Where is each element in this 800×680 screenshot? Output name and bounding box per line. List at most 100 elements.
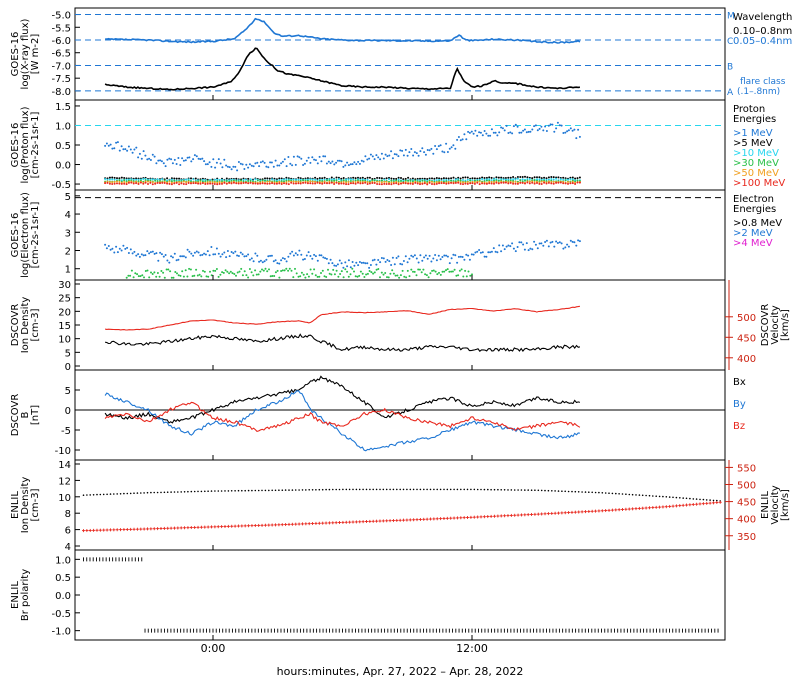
data-point: [365, 273, 368, 276]
data-point: [476, 177, 479, 180]
data-point: [388, 260, 391, 263]
data-point: [327, 160, 330, 163]
data-point: [318, 182, 321, 185]
data-point: [571, 490, 573, 493]
data-point: [457, 255, 460, 258]
data-point: [347, 178, 350, 181]
data-point: [518, 241, 521, 244]
data-point: [146, 158, 149, 161]
data-point: [170, 158, 173, 161]
data-point: [264, 179, 266, 182]
data-point: [330, 180, 333, 182]
data-point: [322, 155, 325, 158]
y-tick-label: -10: [55, 446, 71, 457]
data-point: [308, 489, 311, 491]
data-point: [540, 242, 543, 245]
data-point: [516, 246, 519, 248]
data-point: [323, 176, 326, 179]
data-point: [170, 183, 173, 186]
data-point: [345, 183, 348, 186]
data-point: [536, 178, 538, 181]
data-point: [221, 166, 224, 169]
data-point: [342, 177, 345, 179]
data-point: [512, 182, 515, 185]
data-point: [106, 177, 109, 180]
y-tick-label: -8.0: [51, 87, 71, 98]
data-point: [264, 177, 266, 180]
data-point: [104, 243, 107, 246]
data-point: [527, 249, 530, 252]
data-point: [219, 255, 222, 258]
data-point: [178, 181, 181, 183]
data-point: [547, 178, 550, 181]
data-point: [464, 176, 467, 179]
data-point: [108, 181, 111, 183]
data-point: [212, 158, 215, 161]
data-point: [195, 268, 198, 271]
data-point: [199, 254, 202, 257]
legend-title: Wavelength: [733, 12, 792, 23]
data-point: [462, 179, 464, 181]
data-point: [156, 180, 159, 183]
data-point: [501, 127, 504, 130]
data-point: [562, 182, 565, 185]
data-point: [333, 179, 336, 182]
data-point: [569, 178, 572, 181]
data-point: [182, 255, 185, 258]
data-point: [318, 177, 321, 180]
data-point: [575, 137, 578, 140]
data-point: [413, 270, 416, 273]
data-point: [366, 176, 369, 179]
data-point: [441, 256, 444, 258]
data-point: [326, 179, 328, 182]
data-point: [382, 257, 385, 260]
data-point: [342, 182, 345, 185]
data-point: [514, 182, 517, 185]
data-point: [428, 254, 431, 257]
data-point: [360, 159, 363, 162]
data-point: [234, 490, 236, 492]
data-point: [235, 179, 238, 182]
data-point: [458, 269, 461, 272]
data-point: [333, 264, 336, 267]
data-point: [301, 489, 304, 491]
data-point: [433, 177, 436, 180]
data-point: [278, 179, 281, 182]
data-point: [214, 490, 216, 492]
flare-level-label: B: [727, 62, 733, 72]
data-point: [411, 177, 414, 180]
data-point: [604, 492, 607, 494]
data-point: [144, 254, 147, 257]
data-point: [287, 180, 290, 183]
data-point: [512, 176, 515, 178]
panel-frame: [74, 7, 726, 101]
data-point: [192, 178, 195, 181]
data-point: [507, 182, 510, 185]
data-point: [709, 499, 711, 501]
data-point: [566, 243, 569, 246]
data-point: [390, 150, 393, 153]
data-point: [493, 178, 495, 180]
data-point: [409, 179, 412, 182]
data-point: [298, 489, 300, 491]
data-point: [466, 181, 469, 183]
data-point: [483, 177, 486, 179]
data-point: [311, 178, 314, 181]
data-point: [500, 176, 503, 179]
data-point: [142, 150, 145, 153]
data-point: [416, 182, 419, 185]
data-point: [472, 132, 475, 135]
data-point: [278, 164, 281, 167]
data-point: [342, 179, 345, 182]
data-point: [323, 182, 326, 184]
y-axis-label-line: Ion Density: [20, 297, 31, 354]
series--0-8-mev-floor: [125, 267, 473, 279]
y-axis-label: GOES-16 log(Electron flux) [cm-2s-1sr-1]: [10, 192, 41, 278]
data-point: [588, 491, 590, 494]
data-point: [496, 134, 499, 137]
data-point: [571, 129, 574, 132]
y-tick-labels: 1.51.00.50.0-0.5: [51, 102, 80, 191]
data-point: [216, 183, 219, 186]
data-point: [256, 161, 259, 164]
data-point: [337, 176, 340, 179]
